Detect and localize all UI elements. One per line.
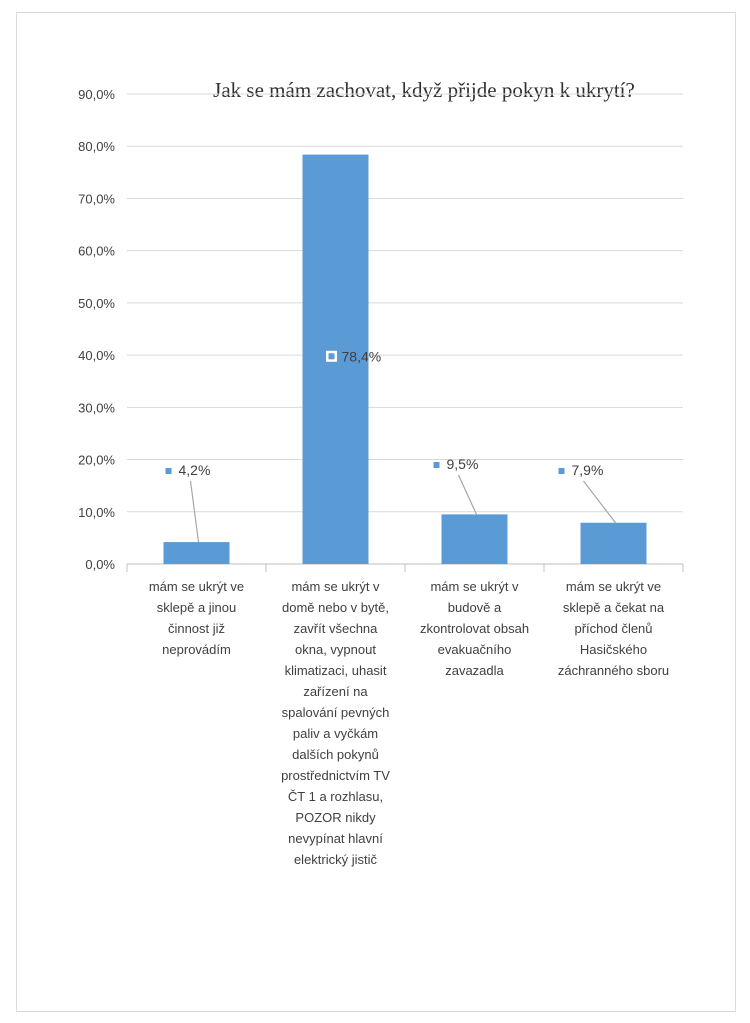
y-tick-label: 0,0% xyxy=(85,557,115,572)
category-label: ČT 1 a rozhlasu, xyxy=(288,789,383,804)
y-tick-label: 70,0% xyxy=(78,191,115,206)
bar xyxy=(580,522,647,564)
leader-line xyxy=(457,474,478,515)
data-label: 78,4% xyxy=(342,348,382,364)
category-label: mám se ukrýt v xyxy=(291,579,380,594)
category-label: příchod členů xyxy=(574,621,652,636)
category-label: mám se ukrýt ve xyxy=(149,579,244,594)
y-tick-label: 90,0% xyxy=(78,87,115,102)
gridlines xyxy=(127,93,683,565)
category-label: sklepě a čekat na xyxy=(563,600,665,615)
y-axis: 0,0% 10,0% 20,0% 30,0% 40,0% 50,0% 60,0% 70,0% 8… xyxy=(78,87,684,572)
y-tick-label: 30,0% xyxy=(78,400,115,415)
category-label: okna, vypnout xyxy=(295,642,376,657)
category-label: zavazadla xyxy=(445,663,504,678)
category-label: činnost již xyxy=(168,621,225,636)
data-label: 9,5% xyxy=(447,456,479,472)
category-label: zařízení na xyxy=(303,684,368,699)
data-label-marker-inner xyxy=(328,353,335,360)
bar-chart: Jak se mám zachovat, když přijde pokyn k… xyxy=(78,78,684,867)
category-label: budově a xyxy=(448,600,502,615)
category-label: POZOR nikdy xyxy=(295,810,376,825)
y-tick-label: 80,0% xyxy=(78,139,115,154)
category-label: paliv a vyčkám xyxy=(293,726,378,741)
category-label: domě nebo v bytě, xyxy=(282,600,389,615)
data-label: 4,2% xyxy=(179,462,211,478)
category-label: nevypínat hlavní xyxy=(288,831,383,846)
y-tick-label: 10,0% xyxy=(78,505,115,520)
bars xyxy=(163,154,647,565)
category-label: spalování pevných xyxy=(282,705,390,720)
x-axis-categories: mám se ukrýt ve sklepě a jinou činnost již… xyxy=(149,579,669,867)
bar xyxy=(441,514,508,564)
y-tick-label: 60,0% xyxy=(78,244,115,259)
category-label: Hasičského xyxy=(580,642,647,657)
category-label: prostřednictvím TV xyxy=(281,768,390,783)
leader-line xyxy=(583,480,616,524)
data-labels: 4,2% 78,4% 9,5% 7,9% xyxy=(165,348,616,543)
data-label-marker xyxy=(433,462,440,468)
y-tick-label: 40,0% xyxy=(78,348,115,363)
category-label: neprovádím xyxy=(162,642,231,657)
data-label-marker xyxy=(558,468,565,474)
chart-frame: Jak se mám zachovat, když přijde pokyn k… xyxy=(16,12,736,1012)
y-tick-label: 50,0% xyxy=(78,296,115,311)
category-label: sklepě a jinou xyxy=(157,600,237,615)
bar xyxy=(163,542,230,564)
category-label: záchranného sboru xyxy=(558,663,669,678)
category-label: dalších pokynů xyxy=(292,747,379,762)
leader-line xyxy=(189,480,200,543)
category-label: klimatizaci, uhasit xyxy=(285,663,387,678)
category-label: evakuačního xyxy=(438,642,512,657)
y-tick-label: 20,0% xyxy=(78,453,115,468)
data-label: 7,9% xyxy=(572,462,604,478)
category-label: mám se ukrýt v xyxy=(430,579,519,594)
chart-title: Jak se mám zachovat, když přijde pokyn k… xyxy=(213,78,635,102)
category-label: zavřít všechna xyxy=(294,621,379,636)
data-label-marker xyxy=(165,468,172,474)
category-label: elektrický jistič xyxy=(294,852,378,867)
category-label: mám se ukrýt ve xyxy=(566,579,661,594)
category-label: zkontrolovat obsah xyxy=(420,621,529,636)
